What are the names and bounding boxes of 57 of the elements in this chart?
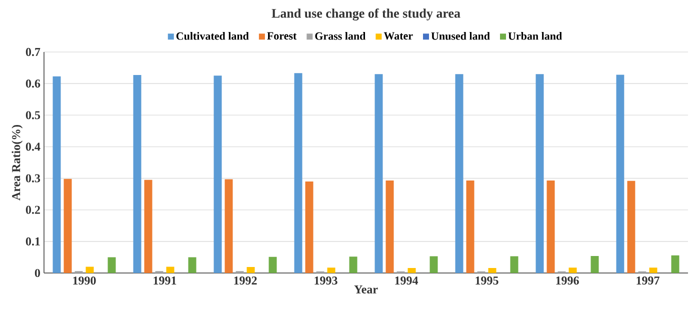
bar [224, 179, 233, 273]
y-tick-label: 0.6 [26, 80, 40, 88]
y-tick-label: 0.7 [26, 48, 40, 56]
bar [64, 178, 72, 273]
x-tick-label: 1994 [395, 276, 418, 285]
legend-label: Grass land [315, 32, 366, 40]
y-tick-label: 0.4 [26, 142, 40, 151]
x-axis-title: Year [354, 285, 378, 294]
bar [590, 256, 599, 273]
legend-label: Water [384, 32, 413, 40]
x-tick-label: 1995 [476, 276, 498, 285]
bar [408, 268, 416, 273]
bar [327, 268, 336, 273]
legend-label: Cultivated land [176, 32, 249, 40]
bar [349, 256, 358, 273]
y-tick-label: 0 [34, 268, 40, 278]
bar [430, 256, 438, 273]
bar [466, 180, 474, 273]
bar [649, 268, 658, 273]
bar [546, 180, 555, 273]
bar [144, 180, 152, 273]
bar [246, 267, 255, 273]
bar [305, 181, 314, 273]
bar [133, 75, 142, 273]
x-tick-label: 1991 [154, 276, 176, 285]
legend-label: Urban land [508, 32, 562, 40]
bar [166, 266, 174, 273]
bar [294, 73, 302, 273]
bar [86, 266, 94, 273]
bar [616, 74, 624, 273]
y-tick-label: 0.5 [26, 111, 40, 120]
legend-label: Forest [267, 32, 297, 40]
y-tick-label: 0.3 [26, 174, 40, 182]
bar [510, 256, 518, 273]
bar [374, 74, 383, 273]
bar [455, 74, 464, 273]
bar [108, 257, 116, 273]
y-axis-title: Area Ratio(%) [12, 125, 23, 200]
bar [536, 74, 544, 273]
x-tick-label: 1996 [556, 276, 579, 285]
x-tick-label: 1990 [73, 276, 96, 285]
bar [627, 180, 636, 273]
bar [188, 257, 196, 273]
bar [268, 256, 277, 273]
bar [52, 76, 61, 273]
bar [671, 255, 680, 273]
chart-title: Land use change of the study area [272, 8, 460, 20]
legend-label: Unused land [431, 32, 490, 40]
bar [214, 76, 222, 273]
x-tick-label: 1992 [234, 276, 257, 285]
x-tick-label: 1993 [314, 276, 338, 285]
y-tick-label: 0.2 [26, 206, 40, 214]
bar [568, 268, 577, 273]
bar [488, 268, 496, 273]
y-tick-label: 0.1 [26, 237, 40, 246]
x-tick-label: 1997 [636, 276, 660, 285]
bar [386, 180, 394, 273]
